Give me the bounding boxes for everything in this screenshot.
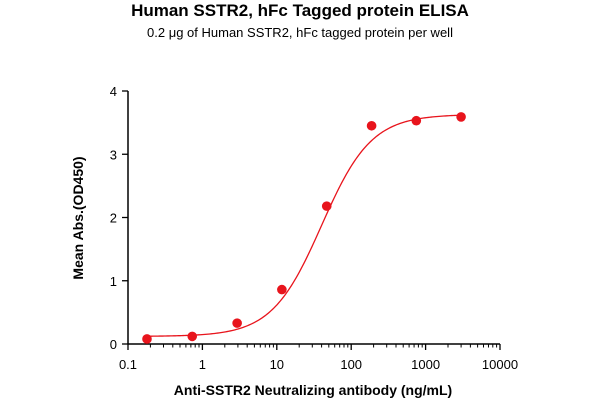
- data-point: [187, 331, 198, 342]
- x-tick-label: 10: [270, 357, 284, 372]
- fit-curve: [146, 114, 462, 337]
- data-point: [411, 115, 422, 126]
- y-tick-label: 0: [110, 337, 117, 352]
- y-axis-label: Mean Abs.(OD450): [70, 156, 86, 279]
- data-point: [456, 112, 466, 122]
- x-tick-label: 0.1: [119, 357, 137, 372]
- x-axis-label: Anti-SSTR2 Neutralizing antibody (ng/mL): [174, 382, 452, 398]
- y-tick-label: 4: [110, 84, 117, 99]
- data-point: [321, 201, 332, 211]
- data-points-layer: [142, 112, 466, 344]
- axes: 0.1 1 10 100 1000 10000 0 1 2 3 4: [110, 84, 518, 372]
- fit-curve-layer: [146, 114, 462, 337]
- x-tick-label: 1: [199, 357, 206, 372]
- x-tick-label: 1000: [411, 357, 440, 372]
- data-point: [277, 284, 287, 295]
- data-point: [142, 334, 152, 344]
- x-tick-label: 100: [340, 357, 362, 372]
- x-tick-label: 10000: [482, 357, 518, 372]
- data-point: [366, 120, 377, 131]
- y-tick-label: 3: [110, 147, 117, 162]
- y-tick-label: 2: [110, 211, 117, 226]
- chart-subtitle: 0.2 μg of Human SSTR2, hFc tagged protei…: [147, 25, 453, 40]
- y-tick-label: 1: [110, 274, 117, 289]
- chart-title: Human SSTR2, hFc Tagged protein ELISA: [131, 1, 469, 20]
- data-point: [232, 318, 242, 328]
